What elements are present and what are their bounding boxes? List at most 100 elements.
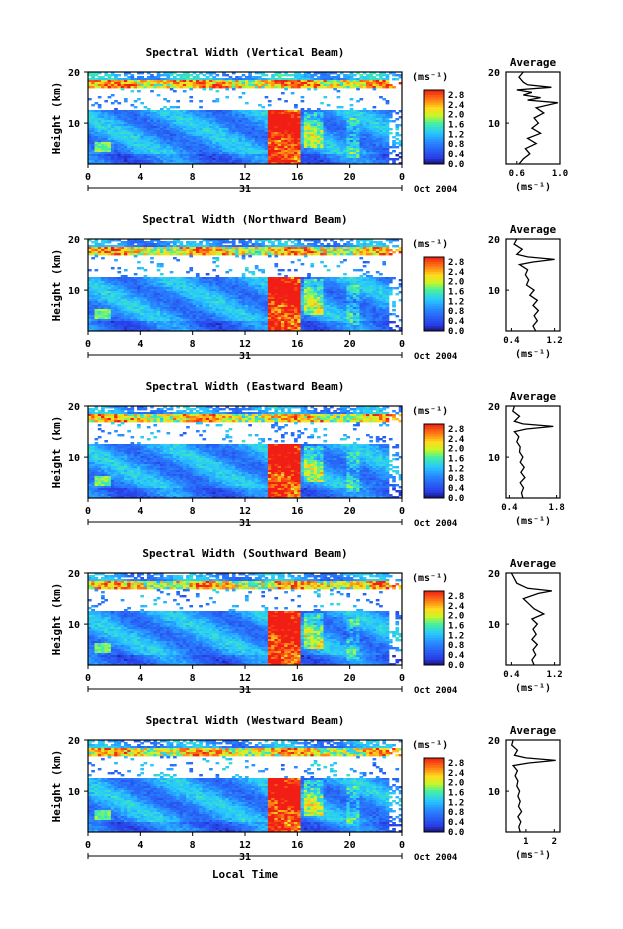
heatmap-cell [163,122,167,125]
heatmap-cell [169,86,174,89]
heatmap-cell [182,82,187,85]
heatmap-cell [127,134,131,137]
heatmap-cell [159,138,164,141]
heatmap-cell [107,78,112,81]
heatmap-cell [91,128,95,131]
heatmap-cell [94,136,99,139]
heatmap-cell [97,116,102,119]
heatmap-cell [127,110,131,113]
heatmap-cell [120,114,125,117]
heatmap-cell [166,114,171,117]
heatmap-cell [159,142,164,145]
heatmap-cell [97,84,102,87]
heatmap-cell [395,118,400,121]
y-axis-label: Height (km) [50,82,63,155]
heatmap-cell [94,255,99,258]
heatmap-cell [123,120,128,123]
heatmap-cell [199,106,203,109]
heatmap-cell [107,148,112,151]
heatmap-cell [173,156,177,159]
heatmap-cell [104,253,109,256]
heatmap-cell [101,82,105,85]
heatmap-cell [143,128,148,131]
heatmap-cell [156,160,161,163]
heatmap-cell [146,122,151,125]
heatmap-cell [114,140,118,143]
heatmap-cell [169,78,174,81]
heatmap-cell [101,152,105,155]
colorbar-swatch [424,94,444,98]
heatmap-cell [140,140,144,143]
heatmap-cell [173,150,177,153]
heatmap-cell [91,154,95,157]
heatmap-cell [127,80,131,83]
heatmap-cell [133,110,138,113]
heatmap-cell [163,106,167,109]
heatmap-cell [107,146,112,149]
heatmap-cell [143,162,148,165]
heatmap-cell [114,108,118,111]
heatmap-cell [166,162,171,165]
heatmap-cell [159,86,164,89]
heatmap-cell [146,84,151,87]
heatmap-cell [130,150,135,153]
heatmap-cell [123,74,128,77]
heatmap-cell [88,74,92,77]
heatmap-cell [123,86,128,89]
heatmap-cell [261,74,266,77]
heatmap-cell [182,72,187,75]
heatmap-cell [212,86,216,89]
heatmap-cell [107,86,112,89]
heatmap-cell [101,162,105,165]
heatmap-cell [143,126,148,129]
heatmap-cell [130,156,135,159]
heatmap-cell [94,144,99,147]
heatmap-cell [127,84,131,87]
heatmap-cell [153,126,158,129]
heatmap-cell [110,144,115,147]
heatmap-cell [163,146,167,149]
heatmap-cell [130,90,135,93]
heatmap-cell [163,120,167,123]
colorbar-tick-label: 2.8 [448,91,464,101]
heatmap-cell [140,152,144,155]
heatmap-cell [176,82,180,85]
heatmap-cell [189,100,194,103]
heatmap-cell [133,78,138,81]
heatmap-cell [114,253,118,256]
heatmap-cell [179,136,184,139]
heatmap-cell [186,148,190,151]
heatmap-cell [123,128,128,131]
heatmap-cell [176,114,180,117]
heatmap-cell [88,154,92,157]
heatmap-cell [159,84,164,87]
heatmap-cell [166,72,171,75]
heatmap-cell [173,72,177,75]
heatmap-cell [179,138,184,141]
heatmap-cell [238,241,243,244]
heatmap-cell [140,156,144,159]
heatmap-cell [91,156,95,159]
heatmap-cell [156,76,161,79]
heatmap-cell [186,118,190,121]
heatmap-cell [140,126,144,129]
heatmap-cell [114,136,118,139]
colorbar-swatch [424,144,444,148]
heatmap-cell [159,154,164,157]
heatmap-cell [97,86,102,89]
heatmap-cell [150,138,154,141]
heatmap-cell [130,76,135,79]
heatmap-cell [114,160,118,163]
heatmap-cell [137,134,141,137]
heatmap-cell [182,146,187,149]
heatmap-cell [179,154,184,157]
heatmap-cell [133,112,138,115]
heatmap-cell [156,152,161,155]
heatmap-cell [127,138,131,141]
heatmap-cell [150,140,154,143]
heatmap-cell [225,253,230,256]
heatmap-cell [392,74,396,77]
heatmap-cell [215,90,220,93]
heatmap-cell [110,158,115,161]
heatmap-cell [159,130,164,133]
